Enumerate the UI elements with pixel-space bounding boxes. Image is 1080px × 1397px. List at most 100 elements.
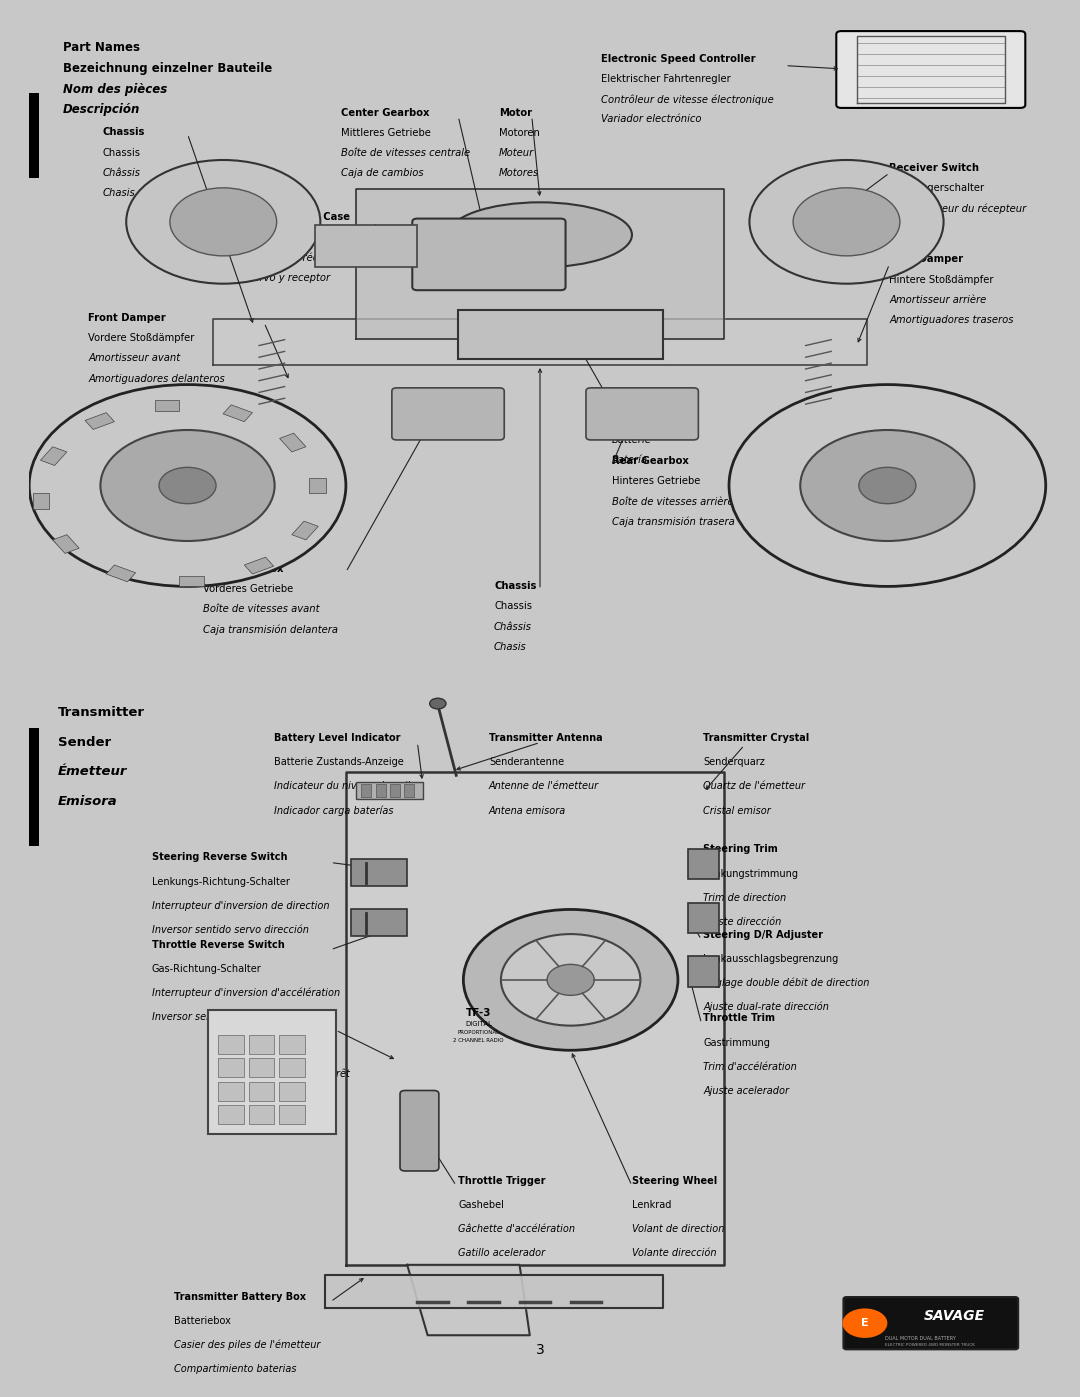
Text: Electronic Speed Controller: Electronic Speed Controller	[602, 54, 756, 64]
Text: Empfängerschalter: Empfängerschalter	[890, 183, 985, 193]
Bar	[356, 782, 422, 799]
Text: Réglage double débit de direction: Réglage double débit de direction	[703, 978, 869, 988]
Text: Senderantenne: Senderantenne	[489, 757, 564, 767]
Text: Bezeichnung einzelner Bauteile: Bezeichnung einzelner Bauteile	[63, 61, 272, 74]
Circle shape	[548, 964, 594, 995]
Text: Gas-Richtung-Schalter: Gas-Richtung-Schalter	[152, 964, 261, 974]
Text: Vordere Stoßdämpfer: Vordere Stoßdämpfer	[89, 332, 194, 344]
Bar	[29, 94, 39, 177]
Text: Interrupteur de marche/arrêt: Interrupteur de marche/arrêt	[208, 1069, 350, 1078]
Text: Senderquarz: Senderquarz	[703, 757, 766, 767]
Text: Front Gearbox: Front Gearbox	[203, 563, 283, 574]
Bar	[280, 1081, 305, 1101]
Text: Châssis: Châssis	[103, 168, 140, 177]
Text: Hintere Stoßdämpfer: Hintere Stoßdämpfer	[890, 275, 994, 285]
Text: Amortiguadores delanteros: Amortiguadores delanteros	[89, 373, 225, 384]
Text: Sender: Sender	[57, 736, 111, 749]
Text: Throttle Trigger: Throttle Trigger	[458, 1176, 545, 1186]
Bar	[179, 576, 204, 587]
Bar	[29, 728, 39, 845]
Bar	[404, 784, 415, 796]
Text: Variador electrónico: Variador electrónico	[602, 115, 702, 124]
Bar	[218, 1059, 244, 1077]
Circle shape	[800, 430, 974, 541]
Text: Chasis: Chasis	[103, 189, 135, 198]
Text: E: E	[861, 1319, 868, 1329]
Text: 2 CHANNEL RADIO: 2 CHANNEL RADIO	[454, 1038, 504, 1042]
Text: Cristal emisor: Cristal emisor	[703, 806, 771, 816]
Text: DIGITAL: DIGITAL	[465, 1021, 492, 1027]
Text: Transmitter Crystal: Transmitter Crystal	[703, 733, 810, 743]
Bar	[224, 405, 253, 422]
Text: Caja transmisión delantera: Caja transmisión delantera	[203, 624, 338, 634]
Polygon shape	[407, 1264, 530, 1336]
Text: Servo & Receiver Case: Servo & Receiver Case	[224, 212, 350, 222]
Text: Gastrimmung: Gastrimmung	[703, 1038, 770, 1048]
Text: Chassis: Chassis	[494, 601, 532, 612]
Text: TF-3: TF-3	[465, 1009, 491, 1018]
Bar	[458, 310, 663, 359]
Bar	[280, 1035, 305, 1053]
Text: Volant de direction: Volant de direction	[632, 1224, 725, 1234]
Text: Amortiguadores traseros: Amortiguadores traseros	[890, 314, 1014, 326]
Text: Vorderes Getriebe: Vorderes Getriebe	[203, 584, 293, 594]
Text: Battery: Battery	[611, 394, 653, 404]
Text: Batteriebox: Batteriebox	[174, 1316, 231, 1326]
Text: Transmitter Battery Box: Transmitter Battery Box	[174, 1292, 307, 1302]
Bar	[244, 557, 273, 574]
Bar	[208, 1010, 336, 1134]
Circle shape	[842, 1309, 888, 1338]
Text: Center Gearbox: Center Gearbox	[341, 108, 429, 117]
Text: Casier des piles de l'émetteur: Casier des piles de l'émetteur	[174, 1340, 321, 1351]
Text: 3: 3	[536, 1343, 544, 1356]
Text: Batería: Batería	[611, 455, 648, 465]
Text: Caja de cambios: Caja de cambios	[341, 169, 423, 179]
Text: Commutateur du récepteur: Commutateur du récepteur	[890, 204, 1027, 214]
Bar	[154, 400, 179, 411]
Bar	[376, 784, 386, 796]
Bar	[688, 957, 719, 986]
Text: Lenkrad: Lenkrad	[632, 1200, 672, 1210]
Bar	[248, 1059, 274, 1077]
Text: Lenkausschlagsbegrenzung: Lenkausschlagsbegrenzung	[703, 954, 839, 964]
Text: Battery Level Indicator: Battery Level Indicator	[274, 733, 401, 743]
Text: Boîte de vitesses avant: Boîte de vitesses avant	[203, 604, 320, 615]
Text: Schalter: Schalter	[208, 1044, 248, 1055]
Text: Motor: Motor	[499, 108, 532, 117]
Text: Caja transmisión trasera: Caja transmisión trasera	[611, 517, 734, 527]
Text: Lenkungstrimmung: Lenkungstrimmung	[703, 869, 798, 879]
Text: Gatillo acelerador: Gatillo acelerador	[458, 1248, 545, 1259]
Text: Gâchette d'accélération: Gâchette d'accélération	[458, 1224, 576, 1234]
Text: Servo- und Empfängerbox: Servo- und Empfängerbox	[224, 232, 353, 242]
Polygon shape	[325, 1275, 663, 1309]
Text: Steering Reverse Switch: Steering Reverse Switch	[152, 852, 287, 862]
Circle shape	[729, 384, 1045, 587]
Text: Antena emisora: Antena emisora	[489, 806, 566, 816]
Circle shape	[170, 187, 276, 256]
Text: Ajuste dual-rate dirección: Ajuste dual-rate dirección	[703, 1002, 829, 1013]
Text: Contrôleur de vitesse électronique: Contrôleur de vitesse électronique	[602, 94, 774, 105]
Circle shape	[29, 384, 346, 587]
Circle shape	[159, 468, 216, 504]
Text: Power Switch: Power Switch	[208, 1020, 283, 1030]
Bar	[280, 433, 306, 453]
Circle shape	[126, 161, 321, 284]
Text: Lenkungs-Richtung-Schalter: Lenkungs-Richtung-Schalter	[152, 876, 289, 887]
Polygon shape	[346, 773, 724, 1264]
Text: Rear Damper: Rear Damper	[890, 254, 963, 264]
Bar	[292, 521, 319, 539]
Bar	[218, 1081, 244, 1101]
Bar	[315, 225, 417, 267]
Text: SAVAGE: SAVAGE	[924, 1309, 985, 1323]
Text: Receiver Switch: Receiver Switch	[890, 163, 980, 173]
Bar	[248, 1035, 274, 1053]
Text: Inversor sentido servo dirección: Inversor sentido servo dirección	[152, 925, 309, 935]
Text: Throttle Reverse Switch: Throttle Reverse Switch	[152, 940, 284, 950]
Text: Steering D/R Adjuster: Steering D/R Adjuster	[703, 929, 823, 940]
Bar	[309, 478, 325, 493]
Text: Émetteur: Émetteur	[57, 766, 127, 778]
Text: Chassis: Chassis	[103, 127, 145, 137]
Bar	[218, 1035, 244, 1053]
FancyBboxPatch shape	[843, 1296, 1018, 1350]
Polygon shape	[356, 189, 724, 339]
